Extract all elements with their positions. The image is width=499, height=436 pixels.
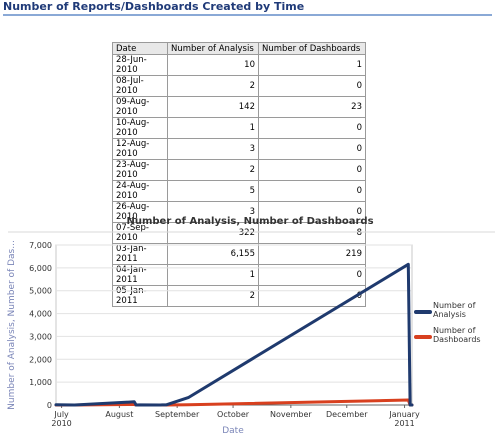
table-header-row: Date Number of Analysis Number of Dashbo…	[112, 42, 366, 55]
table-row: 12-Aug-2010 3 0	[112, 138, 366, 160]
line-chart: Number of Analysis, Number of Dashboards…	[7, 216, 495, 436]
plot-area	[55, 244, 413, 406]
cell-dashboards: 0	[258, 138, 366, 160]
table-row: 28-Jun-2010 10 1	[112, 54, 366, 76]
cell-dashboards: 0	[258, 159, 366, 181]
table-row: 09-Aug-2010 142 23	[112, 96, 366, 118]
cell-date: 24-Aug-2010	[112, 180, 168, 202]
cell-date: 23-Aug-2010	[112, 159, 168, 181]
cell-analysis: 3	[167, 138, 259, 160]
page-title: Number of Reports/Dashboards Created by …	[3, 0, 305, 13]
x-tick-label: September	[155, 410, 200, 419]
cell-dashboards: 1	[258, 54, 366, 76]
cell-date: 10-Aug-2010	[112, 117, 168, 139]
series-group	[54, 262, 414, 407]
x-tick-label: August	[105, 410, 133, 419]
chart-title: Number of Analysis, Number of Dashboards	[126, 216, 373, 227]
table-row: 10-Aug-2010 1 0	[112, 117, 366, 139]
cell-analysis: 2	[167, 159, 259, 181]
column-header-analysis[interactable]: Number of Analysis	[167, 42, 259, 55]
cell-dashboards: 23	[258, 96, 366, 118]
y-tick-label: 2,000	[29, 355, 52, 364]
cell-analysis: 5	[167, 180, 259, 202]
cell-analysis: 10	[167, 54, 259, 76]
legend-label-analysis: Number of Analysis	[433, 301, 476, 319]
x-tick-label: December	[326, 410, 368, 419]
legend: Number of Analysis Number of Dashboards	[414, 301, 481, 344]
x-axis-label: Date	[222, 426, 244, 436]
title-divider	[3, 14, 492, 16]
cell-date: 12-Aug-2010	[112, 138, 168, 160]
y-axis: 0 1,000 2,000 3,000 4,000 5,000 6,000 7,000	[29, 241, 52, 410]
column-header-dashboards[interactable]: Number of Dashboards	[258, 42, 366, 55]
table-row: 07-Sep-2010 322 8	[112, 222, 366, 244]
y-axis-label: Number of Analysis, Number of Das...	[7, 240, 17, 410]
cell-dashboards: 0	[258, 264, 366, 286]
cell-analysis: 142	[167, 96, 259, 118]
cell-analysis: 2	[167, 75, 259, 97]
table-row: 24-Aug-2010 5 0	[112, 180, 366, 202]
column-header-date[interactable]: Date	[112, 42, 168, 55]
y-tick-label: 6,000	[29, 264, 52, 273]
cell-dashboards: 0	[258, 180, 366, 202]
table-row: 23-Aug-2010 2 0	[112, 159, 366, 181]
y-tick-label: 5,000	[29, 287, 52, 296]
y-tick-label: 1,000	[29, 378, 52, 387]
table-row: 08-Jul-2010 2 0	[112, 75, 366, 97]
x-tick-label: October	[217, 410, 250, 419]
y-tick-label: 7,000	[29, 241, 52, 250]
cell-analysis: 1	[167, 117, 259, 139]
gridlines	[55, 244, 413, 406]
y-tick-label: 4,000	[29, 310, 52, 319]
series-line-analysis	[54, 262, 414, 407]
cell-date: 08-Jul-2010	[112, 75, 168, 97]
cell-date: 28-Jun-2010	[112, 54, 168, 76]
legend-label-dashboards: Number of Dashboards	[433, 326, 481, 344]
y-tick-label: 3,000	[29, 332, 52, 341]
x-tick-label: November	[270, 410, 312, 419]
x-tick-sublabel: 2010	[51, 419, 71, 428]
x-tick-label: July	[53, 410, 69, 419]
x-tick-sublabel: 2011	[394, 419, 414, 428]
cell-date: 09-Aug-2010	[112, 96, 168, 118]
x-tick-label: January	[388, 410, 420, 419]
cell-dashboards: 0	[258, 75, 366, 97]
table-row: 03-Jan-2011 6,155 219	[112, 243, 366, 265]
cell-dashboards: 0	[258, 117, 366, 139]
y-tick-label: 0	[47, 401, 52, 410]
